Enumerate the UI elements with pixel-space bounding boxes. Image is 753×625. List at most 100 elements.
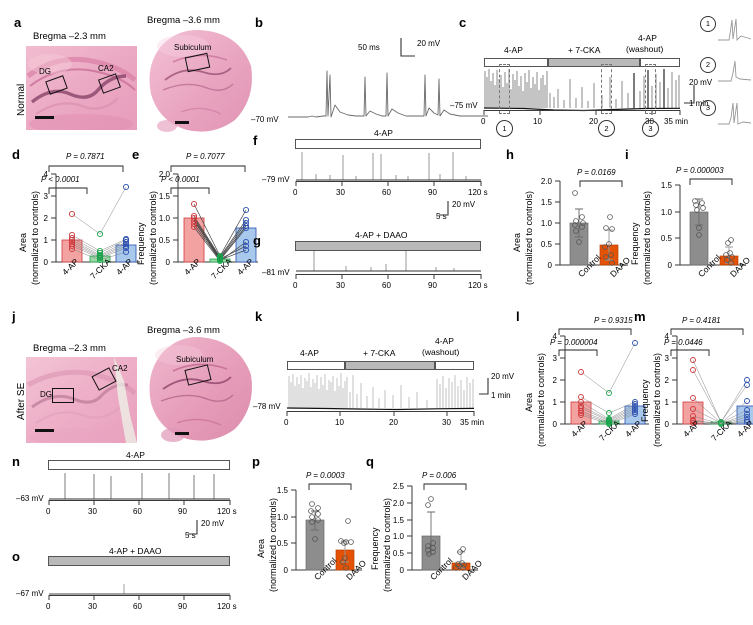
panel-f-tick-60: 60 bbox=[382, 188, 391, 197]
panel-c-callout-3: 3 bbox=[642, 120, 659, 137]
svg-text:0: 0 bbox=[44, 258, 49, 267]
panel-c-label-4ap: 4-AP bbox=[504, 45, 523, 55]
panel-l-bracket-top bbox=[558, 328, 632, 336]
svg-text:1.0: 1.0 bbox=[541, 219, 553, 228]
panel-c-callout-box-1 bbox=[499, 64, 510, 114]
panel-h-p: P = 0.0169 bbox=[577, 168, 616, 177]
panel-n-bar-label: 4-AP bbox=[126, 450, 145, 460]
panel-o-tick-60: 60 bbox=[133, 602, 142, 611]
panel-n-scale-marker bbox=[187, 519, 199, 537]
panel-o-tick-120: 120 s bbox=[217, 602, 237, 611]
panel-c-axis bbox=[483, 110, 681, 117]
panel-o-bar-label: 4-AP + DAAO bbox=[109, 546, 162, 556]
panel-f-scale-marker bbox=[438, 200, 450, 218]
panel-o-drug-bar bbox=[48, 556, 230, 566]
panel-a-section-bregma-2-3 bbox=[26, 46, 137, 130]
panel-a-right-title: Bregma –3.6 mm bbox=[147, 15, 220, 26]
panel-e-plot: 0 0.5 1.0 1.5 2.0 bbox=[152, 170, 262, 280]
panel-f-axis bbox=[295, 181, 482, 188]
panel-k-tick-10: 10 bbox=[335, 418, 344, 427]
panel-j-section-bregma-3-6 bbox=[143, 335, 256, 447]
panel-k-tick-30: 30 bbox=[442, 418, 451, 427]
panel-c-bar-4ap bbox=[484, 58, 548, 67]
panel-p-bracket bbox=[308, 483, 352, 491]
svg-text:2.0: 2.0 bbox=[541, 177, 553, 186]
panel-l-p-inner: P = 0.000004 bbox=[550, 338, 598, 347]
panel-f-scale-time: 5 s bbox=[436, 212, 447, 221]
panel-label-g: g bbox=[253, 233, 261, 248]
panel-n-trace bbox=[49, 471, 230, 503]
panel-g-trace bbox=[296, 249, 481, 275]
panel-g-axis bbox=[295, 274, 482, 281]
panel-label-q: q bbox=[366, 454, 374, 469]
panel-q-bracket bbox=[423, 483, 467, 491]
panel-c-inset-trace-1 bbox=[717, 14, 752, 44]
panel-g-drug-bar bbox=[295, 241, 481, 251]
panel-c-scale-marker bbox=[683, 84, 696, 106]
panel-label-l: l bbox=[516, 309, 520, 324]
panel-b-trace bbox=[288, 55, 488, 125]
panel-l-bracket-inner bbox=[558, 349, 598, 357]
panel-m-p-top: P = 0.4181 bbox=[682, 316, 721, 325]
panel-k-tick-20: 20 bbox=[389, 418, 398, 427]
svg-text:2: 2 bbox=[665, 376, 670, 385]
panel-label-j: j bbox=[12, 309, 16, 324]
svg-text:2.0: 2.0 bbox=[393, 499, 405, 508]
panel-a-label-subiculum: Subiculum bbox=[174, 43, 212, 52]
panel-k-label-washout-1: 4-AP bbox=[435, 336, 454, 346]
panel-c-scale-volt: 20 mV bbox=[689, 78, 713, 87]
svg-text:1.0: 1.0 bbox=[159, 214, 171, 223]
panel-c-scale-time: 1 min bbox=[689, 99, 709, 108]
panel-d-plot: 0 1 2 3 4 bbox=[36, 170, 144, 280]
panel-k-scale-volt: 20 mV bbox=[491, 372, 515, 381]
panel-g-tick-0: 0 bbox=[293, 281, 298, 290]
panel-label-i: i bbox=[625, 147, 629, 162]
panel-c-inset-trace-3 bbox=[717, 98, 752, 128]
panel-g-tick-30: 30 bbox=[336, 281, 345, 290]
panel-j-label-dg: DG bbox=[40, 390, 52, 399]
panel-label-e: e bbox=[132, 147, 140, 162]
panel-c-baseline: –75 mV bbox=[450, 101, 478, 110]
panel-k-scale-time: 1 min bbox=[491, 391, 511, 400]
panel-k-label-7cka: + 7-CKA bbox=[363, 348, 396, 358]
panel-f-tick-90: 90 bbox=[428, 188, 437, 197]
svg-text:1: 1 bbox=[44, 236, 49, 245]
panel-label-c: c bbox=[459, 15, 467, 30]
panel-b-scale-volt: 20 mV bbox=[417, 39, 441, 48]
panel-n-tick-30: 30 bbox=[88, 507, 97, 516]
panel-g-tick-90: 90 bbox=[428, 281, 437, 290]
panel-n-scale-volt: 20 mV bbox=[201, 519, 225, 528]
panel-c-inset-label-1: 1 bbox=[700, 16, 716, 32]
svg-text:3: 3 bbox=[553, 354, 558, 363]
panel-k-label-washout-2: (washout) bbox=[422, 347, 460, 357]
panel-b-baseline: –70 mV bbox=[251, 115, 279, 124]
panel-i-plot: 0 0.5 1.0 1.5 bbox=[648, 175, 748, 280]
panel-k-tick-35: 35 min bbox=[460, 418, 485, 427]
panel-e-p-top: P = 0.7077 bbox=[186, 152, 225, 161]
panel-g-tick-60: 60 bbox=[382, 281, 391, 290]
panel-k-tick-0: 0 bbox=[284, 418, 289, 427]
panel-i-ylabel-1: Frequency bbox=[630, 222, 640, 265]
svg-text:1.5: 1.5 bbox=[159, 192, 171, 201]
panel-label-h: h bbox=[506, 147, 514, 162]
svg-text:0.5: 0.5 bbox=[393, 549, 405, 558]
panel-q-ylabel-1: Frequency bbox=[370, 527, 380, 570]
panel-g-bar-label: 4-AP + DAAO bbox=[355, 230, 408, 240]
svg-text:2: 2 bbox=[553, 376, 558, 385]
panel-c-callout-2: 2 bbox=[598, 120, 615, 137]
panel-n-tick-90: 90 bbox=[178, 507, 187, 516]
svg-text:0: 0 bbox=[665, 420, 670, 429]
svg-text:1.0: 1.0 bbox=[661, 208, 673, 217]
panel-p-p: P = 0.0003 bbox=[306, 471, 345, 480]
panel-c-inset-label-3: 3 bbox=[700, 100, 716, 116]
panel-p-plot: 0 0.5 1.0 1.5 bbox=[266, 478, 366, 583]
panel-a-label-dg: DG bbox=[39, 67, 51, 76]
panel-label-p: p bbox=[252, 454, 260, 469]
svg-text:1.5: 1.5 bbox=[393, 516, 405, 525]
svg-text:1.5: 1.5 bbox=[541, 198, 553, 207]
panel-f-trace bbox=[296, 150, 481, 184]
panel-b-scale-time: 50 ms bbox=[358, 43, 380, 52]
panel-i-bracket bbox=[689, 178, 733, 186]
panel-k-trace bbox=[286, 370, 475, 414]
